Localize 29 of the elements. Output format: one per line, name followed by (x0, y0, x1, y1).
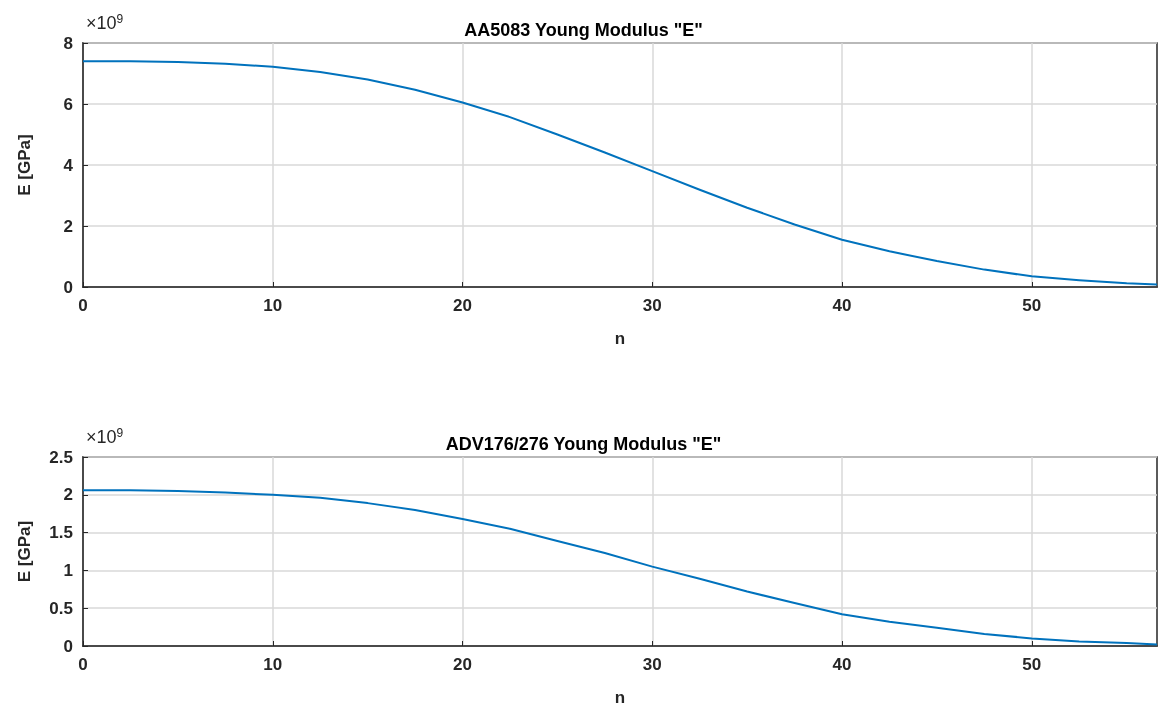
y-tick-label: 8 (63, 33, 73, 53)
x-tick-label: 10 (263, 655, 283, 674)
x-tick-label: 0 (78, 296, 88, 315)
y-axis-title: E [GPa] (15, 134, 34, 196)
x-tick-label: 20 (453, 296, 472, 315)
x-tick-label: 20 (453, 655, 472, 674)
y-tick-label: 6 (63, 94, 73, 114)
y-tick-label: 1.5 (49, 523, 73, 543)
x-tick-label: 30 (642, 296, 662, 315)
x-axis-title: n (614, 688, 626, 707)
y-tick-label: 4 (63, 155, 74, 175)
chart-title: AA5083 Young Modulus "E" (464, 20, 703, 40)
x-tick-label: 40 (832, 655, 852, 674)
y-tick-label: 1 (63, 560, 73, 580)
x-tick-label: 30 (642, 655, 662, 674)
y-tick-label: 0 (63, 636, 73, 656)
x-tick-label: 50 (1022, 296, 1042, 315)
y-axis-title: E [GPa] (15, 520, 34, 583)
x-axis-title: n (614, 329, 626, 348)
x-tick-label: 50 (1022, 655, 1042, 674)
y-tick-label: 2 (63, 485, 73, 505)
chart-title: ADV176/276 Young Modulus "E" (445, 434, 722, 454)
y-tick-label: 2.5 (49, 447, 73, 467)
x-tick-label: 40 (832, 296, 852, 315)
x-tick-label: 0 (78, 655, 88, 674)
y-tick-label: 0 (63, 277, 73, 297)
y-tick-label: 2 (63, 216, 73, 236)
y-tick-label: 0.5 (49, 598, 73, 618)
x-tick-label: 10 (263, 296, 283, 315)
